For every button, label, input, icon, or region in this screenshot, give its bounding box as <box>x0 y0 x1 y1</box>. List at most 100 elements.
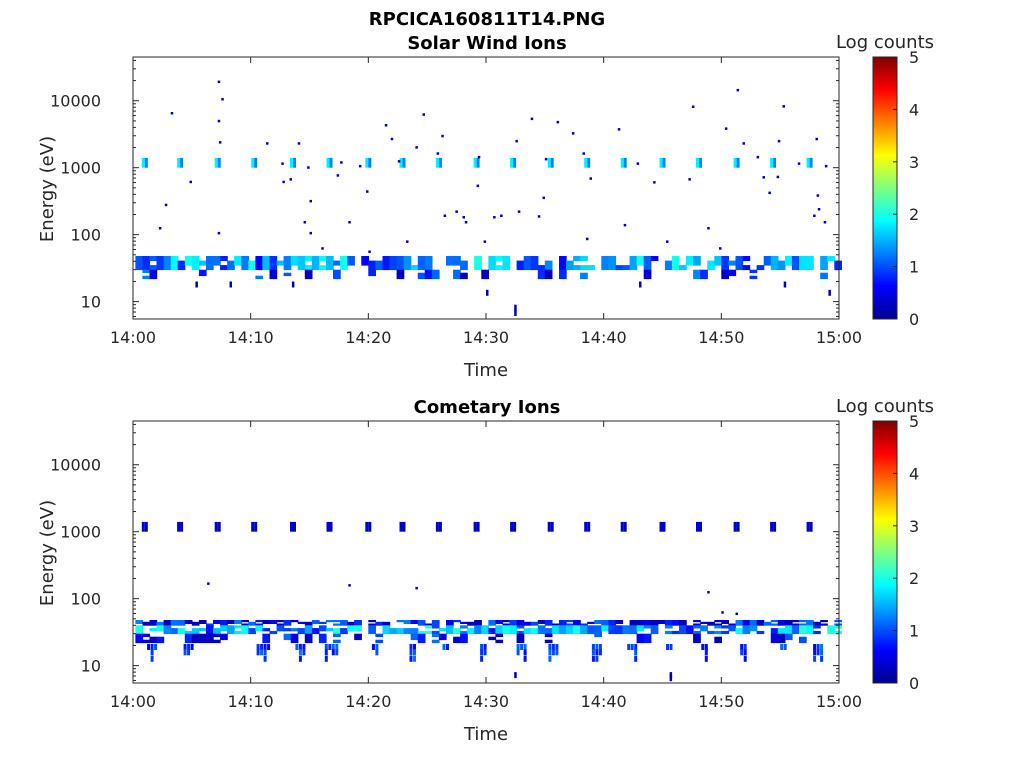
x-axis-1: 14:00 14:10 14:20 14:30 14:40 14:50 15:00 <box>110 57 862 347</box>
band-cell <box>559 269 567 274</box>
band-cell <box>396 265 405 271</box>
band-cell <box>721 621 729 624</box>
band-cell <box>573 625 581 629</box>
band-cell <box>431 623 440 626</box>
band-cell <box>396 628 405 632</box>
band-cell <box>163 260 172 266</box>
band-cell <box>234 630 242 635</box>
band-cell <box>502 260 511 266</box>
pulse-mark <box>180 157 184 168</box>
band-cell <box>594 620 602 623</box>
data-point <box>390 137 394 141</box>
band-cell <box>537 628 546 632</box>
band-cell <box>135 256 144 261</box>
band-cell <box>206 623 214 626</box>
colorbar-tick-label: 1 <box>909 258 919 277</box>
band-cell <box>799 628 807 632</box>
data-point <box>782 105 785 108</box>
band-cell <box>227 625 235 629</box>
data-point <box>623 223 627 227</box>
pulse-mark <box>806 521 810 532</box>
band-cell <box>509 621 518 624</box>
band-cell <box>255 623 264 626</box>
band-cell <box>347 625 355 629</box>
low-energy-cell <box>295 644 299 650</box>
band-cell <box>474 256 482 261</box>
band-cell <box>156 628 165 632</box>
band-cell <box>664 623 673 626</box>
band-cell <box>269 630 278 635</box>
band-cell <box>700 625 708 629</box>
low-energy-point <box>514 304 517 311</box>
low-energy-cell <box>743 649 747 656</box>
band-cell <box>234 256 242 261</box>
data-point <box>358 164 362 168</box>
band-cell <box>340 256 348 261</box>
colorbar-tick-label: 4 <box>909 100 919 119</box>
band-cell <box>671 265 680 271</box>
plot-2-frame <box>132 420 840 684</box>
data-point <box>217 80 221 84</box>
band-cell <box>177 630 186 635</box>
low-energy-point <box>669 672 673 679</box>
band-cell <box>643 623 652 626</box>
band-cell <box>601 621 609 624</box>
band-cell <box>664 630 673 635</box>
data-point <box>307 166 310 169</box>
low-energy-cell <box>150 644 154 650</box>
band-cell <box>354 620 362 623</box>
band-cell <box>615 630 624 635</box>
x-tick-label: 14:20 <box>345 328 391 347</box>
band-cell <box>431 630 440 635</box>
band-cell <box>544 269 553 274</box>
band-cell <box>806 256 814 261</box>
low-energy-cell <box>446 644 449 650</box>
data-point <box>707 591 710 594</box>
band-cell <box>622 625 631 629</box>
band-cell <box>269 265 278 271</box>
band-cell <box>474 620 482 623</box>
band-cell <box>354 623 362 626</box>
low-energy-cell <box>627 644 631 650</box>
band-cell <box>177 621 186 624</box>
band-cell <box>389 260 398 266</box>
low-energy-cell <box>743 655 747 662</box>
low-energy-cell <box>335 644 339 650</box>
low-energy-cell <box>555 644 559 650</box>
band-cell <box>643 269 652 274</box>
band-cell <box>573 265 581 271</box>
colorbar-tick-label: 1 <box>909 622 919 641</box>
band-cell <box>220 625 228 629</box>
band-cell <box>135 620 144 623</box>
band-cell <box>234 621 242 624</box>
data-point <box>544 157 548 161</box>
band-cell <box>241 260 249 266</box>
band-cell <box>834 265 842 271</box>
band-cell <box>438 628 447 632</box>
band-cell <box>481 628 489 632</box>
band-cell <box>594 630 602 635</box>
band-cell <box>304 269 313 274</box>
band-cell <box>559 623 567 626</box>
band-cell <box>163 630 172 635</box>
pulse-mark <box>177 157 181 168</box>
plot-1-frame <box>132 56 840 320</box>
band-cell <box>304 628 313 632</box>
band-cell <box>340 628 348 632</box>
band-cell <box>749 269 758 274</box>
band-cell <box>559 265 567 271</box>
band-cell <box>431 269 440 274</box>
pulse-mark <box>141 157 145 168</box>
band-cell <box>608 630 617 635</box>
band-cell <box>580 272 588 277</box>
band-cell <box>255 628 264 632</box>
band-cell <box>340 621 348 624</box>
band-cell <box>594 621 602 624</box>
pulse-mark <box>217 521 221 532</box>
band-cell <box>248 628 256 632</box>
low-energy-cell <box>701 644 705 650</box>
band-cell <box>813 623 821 626</box>
pulse-mark <box>476 157 480 168</box>
band-cell <box>156 265 165 271</box>
pulse-mark <box>623 521 627 532</box>
